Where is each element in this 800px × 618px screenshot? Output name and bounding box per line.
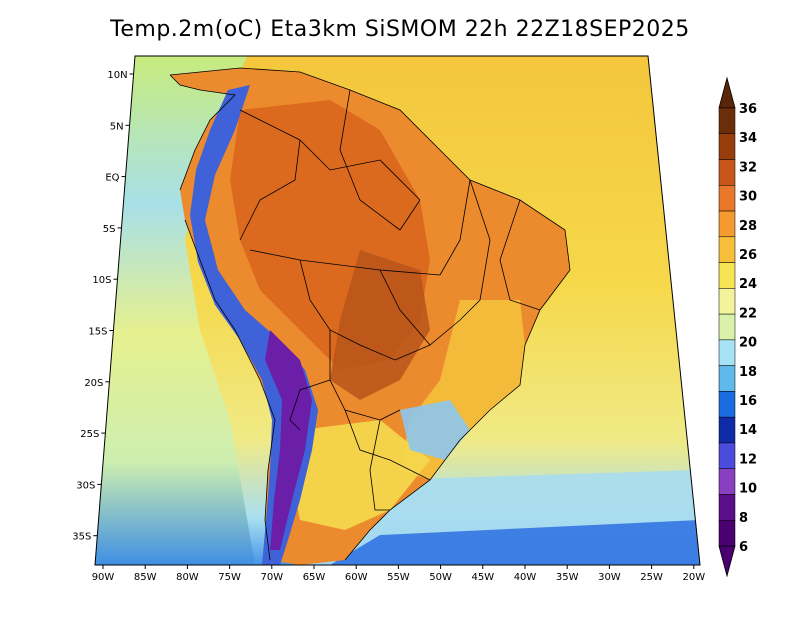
colorbar-label: 8	[739, 511, 748, 526]
colorbar: 36 34 32 30 28 26 24 22 20 18 16 14 12 10 8 6	[718, 76, 757, 578]
lat-tick-label: 30S	[76, 480, 95, 491]
colorbar-label: 14	[739, 423, 757, 438]
colorbar-swatch	[718, 313, 736, 341]
lon-tick-label: 40W	[514, 572, 537, 583]
lat-tick-label: 20S	[84, 378, 103, 389]
lat-tick-label: EQ	[105, 173, 119, 184]
colorbar-swatch	[718, 185, 736, 212]
lon-tick-label: 30W	[598, 572, 621, 583]
pacific-ocean-field	[95, 56, 255, 565]
lon-tick-label: 25W	[640, 572, 663, 583]
colorbar-label: 22	[739, 306, 757, 321]
longitude-ticks: 90W 85W 80W 75W 70W 65W 60W 55W 50W 45W 40W 35W 30W 2…	[92, 565, 705, 583]
colorbar-swatch	[718, 159, 736, 186]
lat-tick-label: 10S	[92, 275, 111, 286]
colorbar-swatch	[718, 210, 736, 238]
map-frame	[94, 55, 701, 566]
southern-highlands-cool	[400, 400, 470, 460]
lon-tick-label: 70W	[260, 572, 283, 583]
lon-tick-label: 50W	[429, 572, 452, 583]
colorbar-swatch	[718, 391, 736, 418]
colorbar-swatch	[718, 519, 736, 547]
lat-tick-label: 5N	[110, 121, 124, 132]
map-area	[95, 56, 700, 565]
central-hot-zone	[330, 250, 430, 400]
colorbar-swatch	[718, 468, 736, 495]
colorbar-swatch	[718, 133, 736, 160]
colorbar-label: 32	[739, 160, 757, 175]
south-atlantic-cold-band	[330, 520, 700, 565]
colorbar-swatch	[718, 236, 736, 263]
lon-tick-label: 65W	[303, 572, 326, 583]
lon-tick-label: 20W	[682, 572, 705, 583]
colorbar-label: 20	[739, 336, 757, 351]
lon-tick-label: 35W	[556, 572, 579, 583]
colorbar-top-arrow	[718, 76, 736, 109]
southern-mild-zone	[290, 420, 430, 530]
colorbar-bottom-arrow	[718, 545, 736, 578]
lat-tick-label: 5S	[103, 224, 116, 235]
colorbar-label: 10	[739, 482, 757, 497]
lon-tick-label: 80W	[176, 572, 199, 583]
colorbar-label: 12	[739, 452, 757, 467]
colorbar-label: 30	[739, 190, 757, 205]
colorbar-label: 18	[739, 365, 757, 380]
colorbar-label: 28	[739, 219, 757, 234]
colorbar-label: 26	[739, 248, 757, 263]
colorbar-swatch	[718, 442, 736, 469]
lon-tick-label: 45W	[471, 572, 494, 583]
lon-tick-label: 60W	[345, 572, 368, 583]
lon-tick-label: 90W	[92, 572, 115, 583]
country-borders	[169, 67, 571, 561]
lon-tick-label: 55W	[387, 572, 410, 583]
colorbar-label: 16	[739, 394, 757, 409]
chart-title: Temp.2m(oC) Eta3km SiSMOM 22h 22Z18SEP20…	[110, 17, 690, 42]
colorbar-swatch	[718, 365, 736, 392]
colorbar-label: 6	[739, 540, 748, 555]
andes-coldest-core	[265, 330, 312, 550]
lon-tick-label: 85W	[134, 572, 157, 583]
lat-tick-label: 10N	[107, 70, 127, 81]
colorbar-swatch	[718, 262, 736, 289]
colorbar-swatch	[718, 107, 736, 135]
colorbar-swatch	[718, 339, 736, 366]
lat-tick-label: 15S	[88, 327, 107, 338]
lon-tick-label: 75W	[218, 572, 241, 583]
colorbar-swatch	[718, 288, 736, 315]
colorbar-swatch	[718, 494, 736, 521]
colorbar-label: 24	[739, 277, 757, 292]
lat-tick-label: 35S	[72, 532, 91, 543]
lat-tick-label: 25S	[80, 429, 99, 440]
latitude-ticks: 10N 5N EQ 5S 10S 15S 20S 25S 30S 35S	[72, 70, 134, 543]
colorbar-label: 36	[739, 102, 757, 117]
colorbar-label: 34	[739, 131, 757, 146]
colorbar-swatch	[718, 416, 736, 444]
